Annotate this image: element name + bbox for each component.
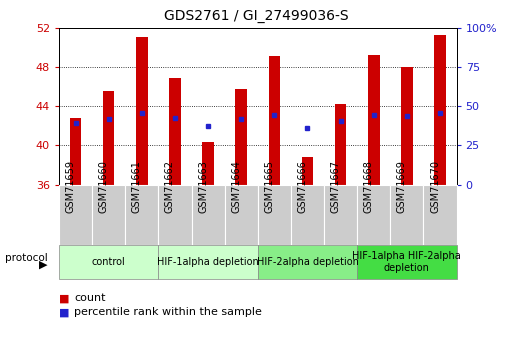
Text: GSM71661: GSM71661 xyxy=(132,160,142,213)
Text: percentile rank within the sample: percentile rank within the sample xyxy=(74,307,262,317)
Text: ■: ■ xyxy=(59,294,69,303)
Text: HIF-2alpha depletion: HIF-2alpha depletion xyxy=(256,257,359,267)
Bar xyxy=(434,36,446,185)
Text: GSM71667: GSM71667 xyxy=(330,160,341,213)
Text: GSM71660: GSM71660 xyxy=(98,160,109,213)
Text: GSM71665: GSM71665 xyxy=(264,160,274,213)
Text: GSM71662: GSM71662 xyxy=(165,160,175,213)
Bar xyxy=(335,104,346,185)
Text: GSM71669: GSM71669 xyxy=(397,160,407,213)
Text: HIF-1alpha HIF-2alpha
depletion: HIF-1alpha HIF-2alpha depletion xyxy=(352,252,461,273)
Text: GSM71666: GSM71666 xyxy=(298,160,307,213)
Text: HIF-1alpha depletion: HIF-1alpha depletion xyxy=(157,257,259,267)
Text: ▶: ▶ xyxy=(38,260,47,270)
Bar xyxy=(235,89,247,185)
Bar xyxy=(70,118,82,185)
Bar xyxy=(368,55,380,185)
Text: GSM71659: GSM71659 xyxy=(66,160,75,213)
Text: count: count xyxy=(74,294,106,303)
Text: control: control xyxy=(92,257,126,267)
Bar xyxy=(169,78,181,185)
Text: protocol: protocol xyxy=(5,253,48,263)
Text: ■: ■ xyxy=(59,307,69,317)
Bar xyxy=(103,91,114,185)
Text: GDS2761 / GI_27499036-S: GDS2761 / GI_27499036-S xyxy=(164,9,349,23)
Text: GSM71670: GSM71670 xyxy=(430,160,440,213)
Bar xyxy=(401,67,412,185)
Text: GSM71668: GSM71668 xyxy=(364,160,374,213)
Bar xyxy=(136,37,148,185)
Bar xyxy=(202,142,214,185)
Text: GSM71663: GSM71663 xyxy=(198,160,208,213)
Bar xyxy=(302,157,313,185)
Bar xyxy=(268,56,280,185)
Text: GSM71664: GSM71664 xyxy=(231,160,241,213)
